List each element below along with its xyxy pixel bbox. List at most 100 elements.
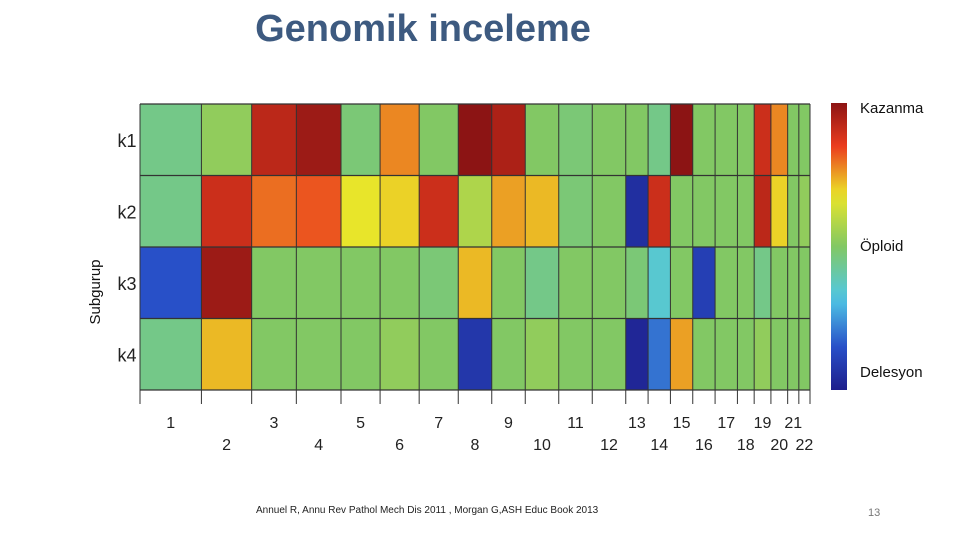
heatmap-cell-k2-chr1 [140,175,202,248]
heatmap-cell-k4-chr6 [380,318,420,391]
heatmap-cell-k2-chr16 [692,175,716,248]
heatmap-cell-k4-chr2 [201,318,253,391]
x-tick-label-chr16: 16 [695,437,713,454]
heatmap-cell-k2-chr7 [419,175,459,248]
heatmap-cell-k2-chr2 [201,175,253,248]
heatmap-cell-k3-chr15 [670,247,694,319]
heatmap-grid [139,103,811,404]
heatmap-cell-k1-chr11 [558,104,593,176]
heatmap-cell-k1-chr15 [670,104,694,176]
page-number: 13 [868,507,881,519]
heatmap-cell-k4-chr21 [787,318,800,391]
heatmap-cell-k4-chr5 [341,318,381,391]
slide-title: Genomik inceleme [255,8,591,50]
heatmap-cell-k3-chr4 [296,247,342,319]
x-tick-label-chr1: 1 [166,415,175,432]
heatmap-cell-k1-chr4 [296,104,342,176]
heatmap-cell-k4-chr3 [251,318,297,391]
heatmap-cell-k1-chr19 [754,104,772,176]
heatmap-cell-k4-chr1 [140,318,202,391]
x-tick-label-chr14: 14 [650,437,668,454]
x-tick-label-chr11: 11 [567,415,584,432]
heatmap-cell-k2-chr17 [715,175,738,248]
row-labels: k1 k2 k3 k4 [117,131,136,366]
x-tick-label-chr19: 19 [754,415,772,432]
heatmap-cell-k1-chr21 [787,104,800,176]
heatmap-cell-k1-chr22 [798,104,811,176]
heatmap-cell-k4-chr7 [419,318,459,391]
heatmap-cell-k2-chr10 [525,175,560,248]
heatmap-cell-k2-chr13 [625,175,649,248]
heatmap-cell-k1-chr5 [341,104,381,176]
heatmap-cell-k1-chr20 [770,104,789,176]
heatmap-cell-k3-chr3 [251,247,297,319]
heatmap-cell-k2-chr22 [798,175,811,248]
heatmap-cell-k3-chr18 [737,247,755,319]
heatmap-cell-k4-chr15 [670,318,694,391]
x-tick-label-chr6: 6 [395,437,404,454]
colorbar-mid-label: Öploid [860,237,903,255]
colorbar-max-label: Kazanma [860,100,924,117]
x-tick-label-chr12: 12 [600,437,618,454]
heatmap-cell-k4-chr13 [625,318,649,391]
heatmap-cell-k2-chr8 [458,175,493,248]
heatmap-cell-k3-chr19 [754,247,772,319]
colorbar [831,103,847,390]
heatmap-cell-k3-chr12 [592,247,627,319]
heatmap-cell-k3-chr11 [558,247,593,319]
row-label-k3: k3 [117,274,136,294]
x-tick-label-chr10: 10 [533,437,551,454]
heatmap-cell-k2-chr14 [648,175,671,248]
heatmap-cell-k4-chr9 [491,318,526,391]
heatmap-cell-k3-chr6 [380,247,420,319]
heatmap-cell-k2-chr6 [380,175,420,248]
heatmap-cell-k1-chr9 [491,104,526,176]
heatmap-cell-k4-chr16 [692,318,716,391]
x-tick-label-chr4: 4 [314,437,323,454]
heatmap-cell-k2-chr11 [558,175,593,248]
heatmap-cell-k4-chr14 [648,318,671,391]
heatmap-cell-k3-chr17 [715,247,738,319]
heatmap-cell-k3-chr22 [798,247,811,319]
heatmap-cell-k4-chr11 [558,318,593,391]
heatmap-cell-k3-chr5 [341,247,381,319]
heatmap-cell-k2-chr21 [787,175,800,248]
x-tick-label-chr13: 13 [628,415,646,432]
heatmap-cell-k4-chr12 [592,318,627,391]
heatmap-cell-k1-chr2 [201,104,253,176]
heatmap-cell-k3-chr14 [648,247,671,319]
heatmap-cell-k4-chr20 [770,318,789,391]
x-tick-label-chr5: 5 [356,415,365,432]
heatmap-cell-k4-chr17 [715,318,738,391]
heatmap-cell-k3-chr10 [525,247,560,319]
heatmap-cell-k1-chr1 [140,104,202,176]
y-axis-label: Subgurup [87,259,104,324]
heatmap-cell-k4-chr8 [458,318,493,391]
x-tick-label-chr8: 8 [471,437,480,454]
x-tick-label-chr21: 21 [784,415,802,432]
heatmap-cell-k1-chr3 [251,104,297,176]
x-tick-label-chr18: 18 [737,437,755,454]
heatmap-cells [140,104,811,391]
heatmap-cell-k1-chr6 [380,104,420,176]
heatmap-cell-k2-chr20 [770,175,789,248]
heatmap-cell-k2-chr4 [296,175,342,248]
heatmap-cell-k3-chr13 [625,247,649,319]
heatmap-cell-k4-chr19 [754,318,772,391]
colorbar-min-label: Delesyon [860,364,923,381]
heatmap-cell-k2-chr12 [592,175,627,248]
row-label-k2: k2 [117,202,136,222]
heatmap-cell-k1-chr14 [648,104,671,176]
heatmap-cell-k1-chr12 [592,104,627,176]
row-label-k1: k1 [117,131,136,151]
heatmap-cell-k1-chr8 [458,104,493,176]
heatmap-cell-k3-chr2 [201,247,253,319]
x-tick-label-chr9: 9 [504,415,513,432]
heatmap-cell-k1-chr17 [715,104,738,176]
heatmap-cell-k3-chr9 [491,247,526,319]
heatmap-cell-k4-chr18 [737,318,755,391]
heatmap-cell-k3-chr16 [692,247,716,319]
heatmap-cell-k2-chr5 [341,175,381,248]
heatmap-cell-k3-chr7 [419,247,459,319]
row-label-k4: k4 [117,345,136,365]
